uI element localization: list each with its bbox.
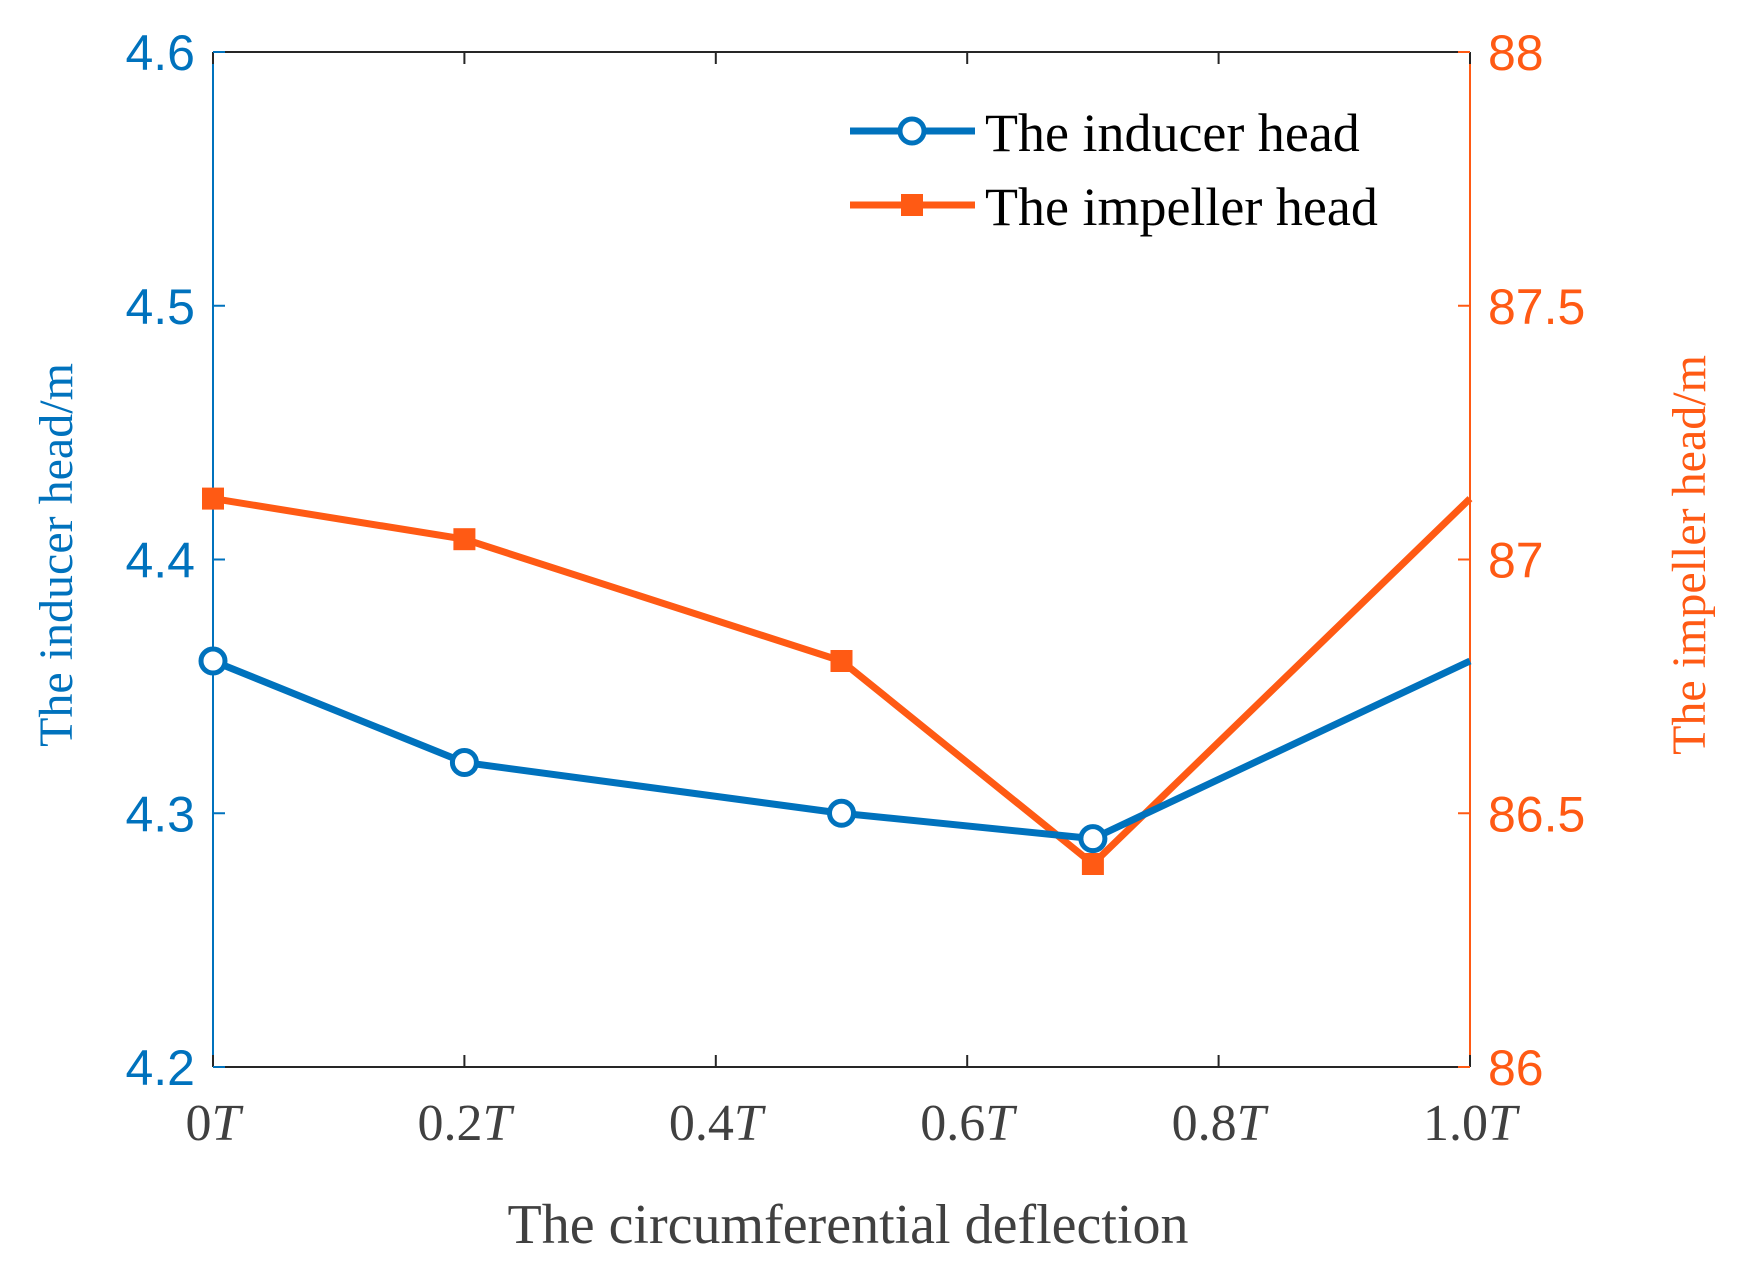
x-tick-label: 0.4T <box>669 1095 766 1152</box>
legend-marker-impeller <box>901 194 923 216</box>
x-tick-number: 0.2 <box>417 1095 482 1152</box>
x-tick-unit: T <box>1488 1095 1520 1152</box>
right-tick-label: 86 <box>1488 1040 1544 1096</box>
x-tick-number: 0.6 <box>920 1095 985 1152</box>
right-tick-label: 88 <box>1488 25 1544 81</box>
inducer-point <box>1078 824 1108 854</box>
right-tick-label: 87.5 <box>1488 279 1585 335</box>
left-tick-label: 4.4 <box>125 533 195 589</box>
inducer-point <box>827 798 856 828</box>
legend: The inducer head The impeller head <box>850 103 1378 237</box>
right-y-axis-label: The impeller head/m <box>1663 355 1716 755</box>
series-layer <box>198 487 1473 875</box>
x-tick-number: 0.4 <box>669 1095 734 1152</box>
x-tick-label: 0.8T <box>1172 1095 1269 1152</box>
left-tick-label: 4.5 <box>125 279 195 335</box>
x-tick-label: 0T <box>186 1095 244 1152</box>
x-axis-label: The circumferential deflection <box>508 1194 1189 1256</box>
x-tick-number: 0.8 <box>1172 1095 1237 1152</box>
x-tick-label: 0.6T <box>920 1095 1017 1152</box>
inducer-point <box>198 646 228 676</box>
left-tick-label: 4.2 <box>125 1040 195 1096</box>
x-axis: 0T 0.2T 0.4T 0.6T 0.8T 1.0T <box>186 52 1520 1152</box>
left-tick-label: 4.6 <box>125 25 195 81</box>
x-tick-number: 0 <box>186 1095 212 1152</box>
impeller-point <box>1081 853 1104 875</box>
x-tick-label: 0.2T <box>417 1095 514 1152</box>
left-y-axis-label: The inducer head/m <box>30 363 83 747</box>
impeller-point <box>202 487 224 510</box>
impeller-point <box>453 528 476 551</box>
legend-label-inducer: The inducer head <box>985 103 1360 163</box>
x-tick-unit: T <box>734 1095 766 1152</box>
x-tick-unit: T <box>482 1095 514 1152</box>
x-tick-label: 1.0T <box>1423 1095 1520 1152</box>
legend-label-impeller: The impeller head <box>985 177 1378 237</box>
right-tick-label: 86.5 <box>1488 786 1585 842</box>
x-tick-number: 1.0 <box>1423 1095 1488 1152</box>
left-y-axis: 4.2 4.3 4.4 4.5 4.6 <box>125 25 225 1096</box>
legend-marker-inducer <box>897 116 927 146</box>
right-y-axis: 86 86.5 87 87.5 88 <box>1458 25 1585 1096</box>
right-tick-label: 87 <box>1488 533 1544 589</box>
impeller-point <box>830 650 853 672</box>
inducer-point <box>449 748 479 777</box>
left-tick-label: 4.3 <box>125 786 195 842</box>
x-tick-unit: T <box>212 1095 244 1152</box>
x-tick-unit: T <box>985 1095 1017 1152</box>
x-tick-unit: T <box>1237 1095 1269 1152</box>
